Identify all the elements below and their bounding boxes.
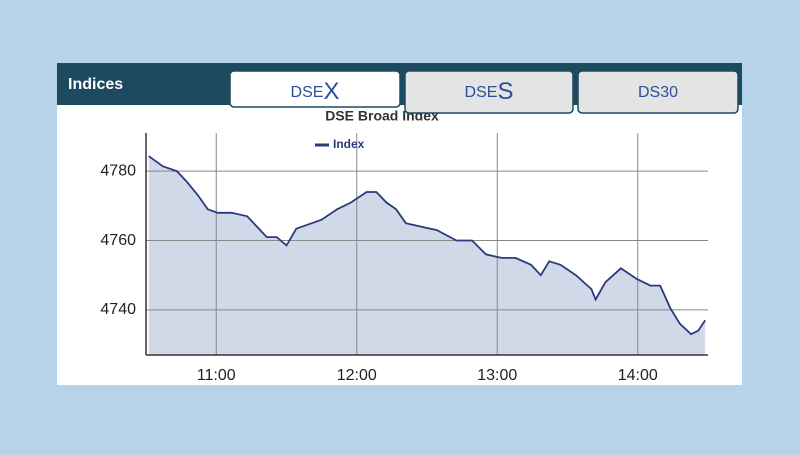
tab-label[interactable]: DSEX: [291, 78, 340, 105]
header-title: Indices: [68, 76, 123, 93]
y-tick-label: 4760: [100, 232, 136, 249]
legend-label: Index: [333, 137, 365, 151]
tab-label-emphasis: X: [323, 78, 339, 105]
tab[interactable]: [404, 70, 574, 114]
x-tick-label: 11:00: [197, 367, 236, 384]
x-tick-label: 13:00: [477, 367, 517, 384]
tab-label[interactable]: DSES: [465, 78, 514, 105]
tab[interactable]: [229, 70, 401, 108]
x-tick-label: 12:00: [337, 367, 377, 384]
line: [148, 155, 706, 336]
tab-label-emphasis: S: [497, 78, 513, 105]
y-tick-label: 4740: [100, 301, 136, 318]
x-tick-label: 14:00: [618, 367, 658, 384]
area: [148, 156, 706, 355]
tab-label-main: DSE: [291, 84, 324, 101]
tab-label[interactable]: DS30: [638, 84, 678, 101]
tab-label-main: DS30: [638, 84, 678, 101]
tab-label-main: DSE: [465, 84, 498, 101]
tab[interactable]: [577, 70, 739, 114]
y-tick-label: 4780: [100, 162, 136, 179]
